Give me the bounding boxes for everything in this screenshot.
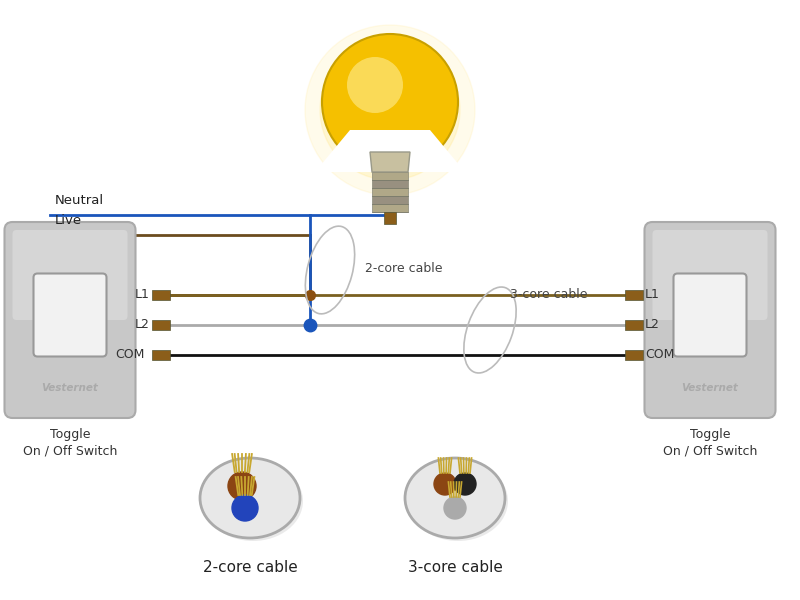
Text: L1: L1 bbox=[135, 289, 150, 301]
Bar bbox=[372, 172, 408, 180]
FancyBboxPatch shape bbox=[674, 274, 746, 356]
Circle shape bbox=[454, 473, 476, 495]
Circle shape bbox=[347, 57, 403, 113]
Bar bbox=[384, 212, 396, 224]
Circle shape bbox=[322, 34, 458, 170]
FancyBboxPatch shape bbox=[645, 222, 775, 418]
Text: On / Off Switch: On / Off Switch bbox=[663, 444, 757, 457]
Text: Toggle: Toggle bbox=[690, 428, 730, 441]
Circle shape bbox=[335, 55, 445, 165]
Ellipse shape bbox=[408, 461, 508, 541]
Bar bbox=[372, 196, 408, 204]
Circle shape bbox=[228, 472, 256, 500]
Bar bbox=[372, 204, 408, 212]
Text: L2: L2 bbox=[135, 319, 150, 331]
Text: Live: Live bbox=[55, 214, 82, 227]
FancyBboxPatch shape bbox=[13, 230, 127, 320]
Polygon shape bbox=[315, 130, 465, 172]
Bar bbox=[152, 290, 170, 300]
Text: 2-core cable: 2-core cable bbox=[202, 560, 298, 575]
Bar bbox=[372, 188, 408, 196]
Circle shape bbox=[305, 25, 475, 195]
Text: Toggle: Toggle bbox=[50, 428, 90, 441]
Text: L2: L2 bbox=[645, 319, 660, 331]
Circle shape bbox=[444, 497, 466, 519]
Bar bbox=[625, 350, 643, 360]
Circle shape bbox=[320, 40, 460, 180]
FancyBboxPatch shape bbox=[34, 274, 106, 356]
Bar bbox=[152, 320, 170, 330]
Text: 3-core cable: 3-core cable bbox=[510, 289, 587, 301]
Text: Vesternet: Vesternet bbox=[682, 383, 738, 393]
Text: COM: COM bbox=[116, 349, 145, 361]
FancyBboxPatch shape bbox=[5, 222, 135, 418]
FancyBboxPatch shape bbox=[653, 230, 767, 320]
Text: Vesternet: Vesternet bbox=[42, 383, 98, 393]
Circle shape bbox=[232, 495, 258, 521]
Ellipse shape bbox=[405, 458, 505, 538]
Text: Neutral: Neutral bbox=[55, 194, 104, 207]
Bar bbox=[152, 350, 170, 360]
Polygon shape bbox=[370, 152, 410, 172]
Bar bbox=[625, 290, 643, 300]
Text: 3-core cable: 3-core cable bbox=[407, 560, 502, 575]
Bar bbox=[625, 320, 643, 330]
Ellipse shape bbox=[200, 458, 300, 538]
Bar bbox=[372, 180, 408, 188]
Text: L1: L1 bbox=[645, 289, 660, 301]
Text: On / Off Switch: On / Off Switch bbox=[23, 444, 117, 457]
Ellipse shape bbox=[203, 461, 303, 541]
Text: COM: COM bbox=[645, 349, 674, 361]
Circle shape bbox=[434, 473, 456, 495]
Text: 2-core cable: 2-core cable bbox=[365, 262, 442, 275]
